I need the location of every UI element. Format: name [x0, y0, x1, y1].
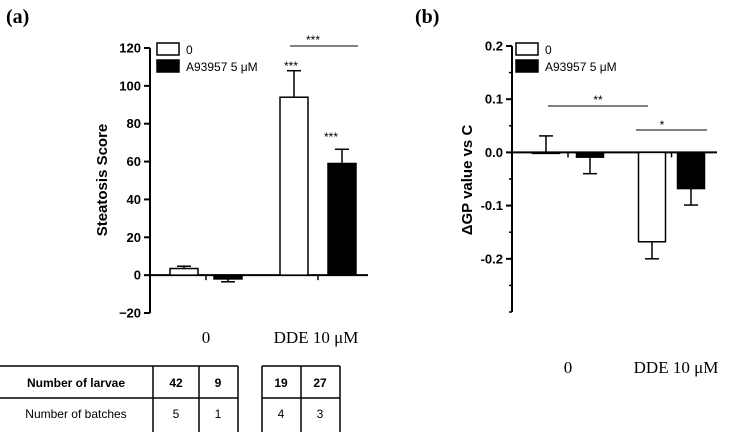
bar: [169, 267, 199, 276]
table-cell: 9: [215, 376, 222, 390]
significance-stars: ***: [284, 59, 298, 73]
panel-a-ylabel: Steatosis Score: [94, 124, 111, 237]
significance-stars: **: [593, 93, 603, 107]
panel-a-xtick-label: DDE 10 μM: [274, 328, 359, 347]
panel-b: (b) ΔGP value vs C -0.2 -0.1 0.0 0.1 0.2 0 D…: [415, 6, 718, 377]
panel-b-legend: 0 A93957 5 μM: [515, 42, 617, 74]
table-cell: 27: [313, 376, 327, 390]
legend-swatch-white: [515, 42, 539, 56]
y-tick-label: 0.2: [485, 39, 503, 54]
legend-label: 0: [186, 43, 193, 57]
y-tick-label: 80: [127, 116, 141, 131]
y-tick-label: 40: [127, 192, 141, 207]
sample-size-table: Number of larvae 42 9 19 27 Number of ba…: [0, 365, 341, 432]
table-row-label: Number of batches: [25, 407, 126, 421]
y-tick-label: 0.0: [485, 145, 503, 160]
y-tick-label: -0.2: [481, 251, 503, 266]
significance-stars: ***: [306, 33, 320, 47]
panel-a-significance: *** *** ***: [284, 33, 358, 144]
table-cell: 42: [169, 376, 183, 390]
y-tick-label: 0: [134, 268, 141, 283]
bar: [279, 96, 309, 276]
panel-a-label: (a): [6, 6, 29, 28]
bar: [676, 151, 706, 190]
bar: [327, 162, 357, 276]
table-cell: 1: [215, 407, 222, 421]
panel-b-significance: ** *: [548, 93, 707, 132]
y-tick-label: −20: [119, 306, 141, 321]
bar: [575, 151, 605, 158]
y-tick-label: 60: [127, 154, 141, 169]
legend-swatch-black: [156, 59, 180, 73]
table-cell: 5: [173, 407, 180, 421]
legend-label: A93957 5 μM: [545, 60, 617, 74]
y-tick-label: 20: [127, 230, 141, 245]
y-tick-label: -0.1: [481, 198, 503, 213]
bar: [637, 151, 667, 243]
panel-a-legend: 0 A93957 5 μM: [156, 42, 258, 74]
panel-b-bars: [531, 151, 706, 243]
panel-b-error-bars: [539, 135, 698, 260]
bar: [213, 274, 243, 280]
panel-b-label: (b): [415, 6, 439, 28]
legend-label: A93957 5 μM: [186, 60, 258, 74]
panel-b-xtick-label: 0: [564, 358, 573, 377]
panel-a: (a) Steatosis Score −20 0 20 40 60 80 100 120 0…: [6, 6, 368, 347]
y-tick-label: 0.1: [485, 92, 503, 107]
table-cell: 19: [274, 376, 288, 390]
panel-b-ylabel: ΔGP value vs C: [459, 125, 476, 236]
legend-swatch-black: [515, 59, 539, 73]
significance-stars: ***: [324, 130, 338, 144]
panel-b-xtick-label: DDE 10 μM: [634, 358, 719, 377]
legend-swatch-white: [156, 42, 180, 56]
legend-label: 0: [545, 43, 552, 57]
bar: [531, 151, 561, 155]
table-cell: 4: [278, 407, 285, 421]
panel-a-error-bars: [177, 69, 349, 283]
y-tick-label: 100: [119, 78, 141, 93]
y-tick-label: 120: [119, 41, 141, 56]
table-row-label: Number of larvae: [27, 376, 125, 390]
panel-a-xtick-label: 0: [202, 328, 211, 347]
table-cell: 3: [317, 407, 324, 421]
significance-stars: *: [660, 118, 665, 132]
panel-a-bars: [169, 96, 357, 280]
